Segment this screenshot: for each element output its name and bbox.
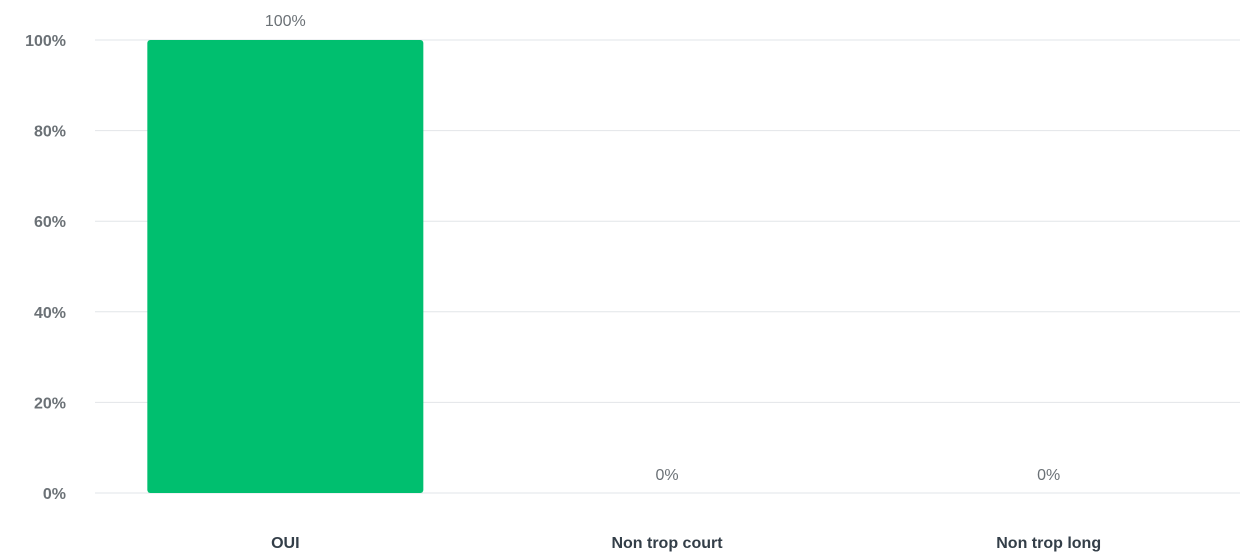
x-category-label: OUI — [271, 535, 299, 552]
y-tick-label: 60% — [34, 214, 66, 231]
y-tick-label: 40% — [34, 305, 66, 322]
x-axis-categories: OUI Non trop court Non trop long — [271, 535, 1101, 552]
data-label: 0% — [655, 467, 678, 484]
bar — [147, 40, 424, 493]
y-tick-label: 0% — [43, 486, 66, 503]
data-labels: 100% 0% 0% — [265, 13, 1060, 484]
bars — [147, 40, 424, 493]
data-label: 0% — [1037, 467, 1060, 484]
y-axis-ticks: 0% 20% 40% 60% 80% 100% — [25, 33, 66, 503]
y-tick-label: 100% — [25, 33, 66, 50]
x-category-label: Non trop court — [611, 535, 723, 552]
x-category-label: Non trop long — [996, 535, 1101, 552]
y-tick-label: 20% — [34, 395, 66, 412]
y-tick-label: 80% — [34, 124, 66, 141]
data-label: 100% — [265, 13, 306, 30]
